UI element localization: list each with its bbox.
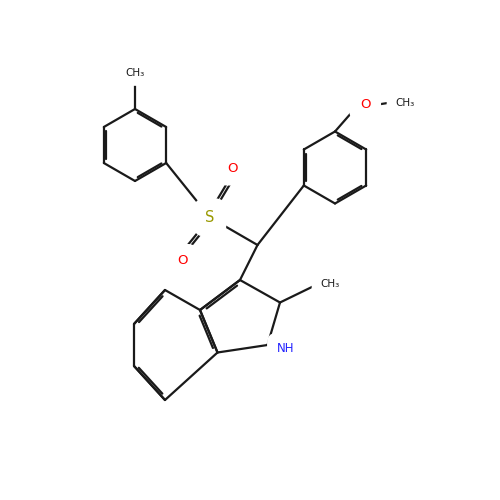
Text: O: O — [360, 98, 370, 112]
Text: CH₃: CH₃ — [395, 98, 414, 108]
Text: CH₃: CH₃ — [126, 68, 144, 78]
Text: O: O — [228, 162, 238, 175]
Text: O: O — [178, 254, 188, 268]
Text: S: S — [206, 210, 214, 225]
Text: CH₃: CH₃ — [320, 279, 339, 289]
Text: NH: NH — [276, 342, 294, 355]
